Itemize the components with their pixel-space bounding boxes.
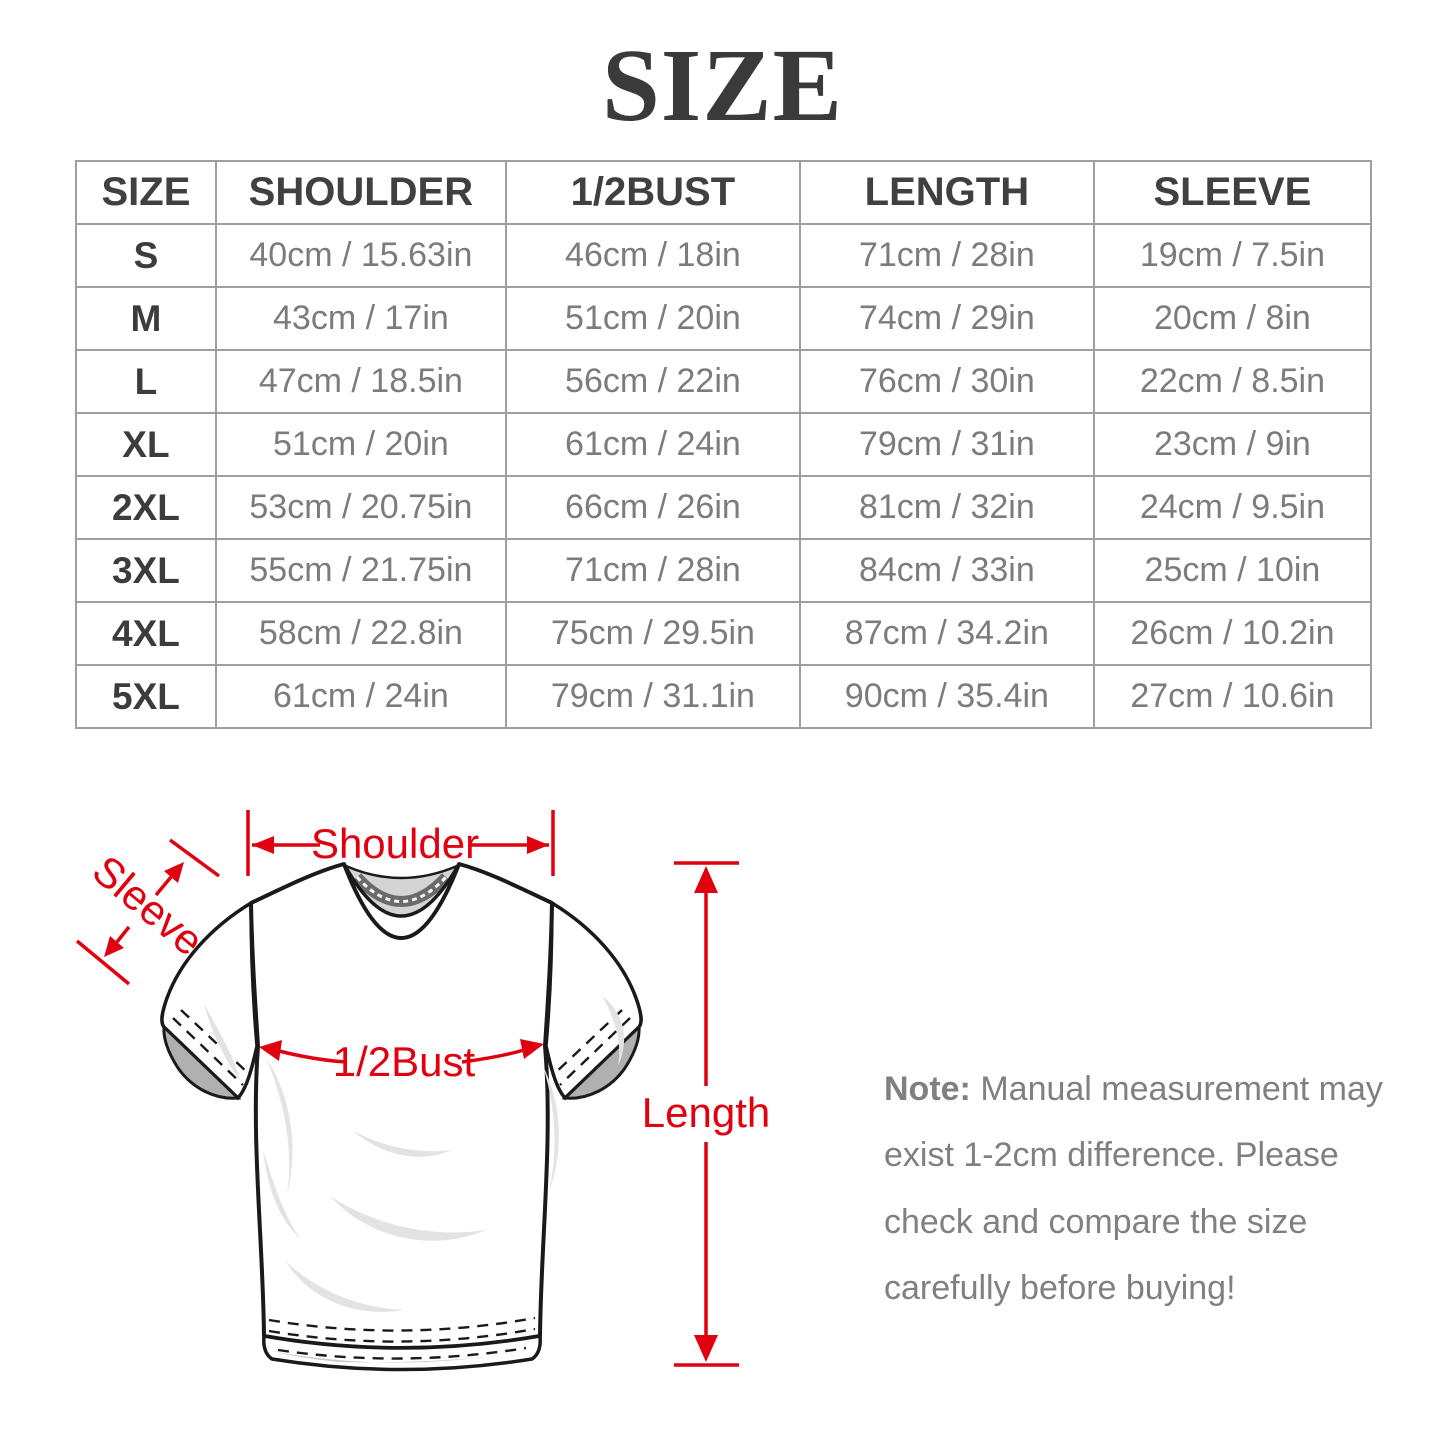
shoulder-cell: 40cm / 15.63in xyxy=(214,223,507,288)
bust-cell: 79cm / 31.1in xyxy=(504,664,801,729)
size-cell: L xyxy=(75,349,217,414)
size-cell: XL xyxy=(75,412,217,477)
bust-cell: 51cm / 20in xyxy=(504,286,801,351)
size-cell: S xyxy=(75,223,217,288)
length-cell: 81cm / 32in xyxy=(798,475,1095,540)
page-title: SIZE xyxy=(601,28,844,143)
shoulder-measure: Shoulder xyxy=(246,810,555,876)
note-label: Note: xyxy=(884,1070,971,1108)
shoulder-cell: 53cm / 20.75in xyxy=(214,475,507,540)
sleeve-cell: 24cm / 9.5in xyxy=(1092,475,1373,540)
shirt-body xyxy=(249,862,554,1350)
length-measure: Length xyxy=(642,861,770,1367)
length-label: Length xyxy=(642,1089,770,1136)
tshirt-drawing xyxy=(160,862,643,1372)
left-sleeve-stitching xyxy=(172,1009,250,1086)
right-sleeve-stitching xyxy=(553,1009,631,1086)
note-text: Note: Manual measurement may exist 1-2cm… xyxy=(884,1056,1404,1321)
column-header-size: SIZE xyxy=(75,160,217,225)
sleeve-measure: Sleeve xyxy=(75,838,221,986)
size-cell: 3XL xyxy=(75,538,217,603)
collar-band-inner-edge xyxy=(342,863,461,918)
note-body: Manual measurement may exist 1-2cm diffe… xyxy=(884,1070,1383,1307)
column-header-sleeve: SLEEVE xyxy=(1092,160,1373,225)
table-row-4xl: 4XL 58cm / 22.8in 75cm / 29.5in 87cm / 34.2… xyxy=(75,601,1373,666)
right-sleeve-inside xyxy=(561,1023,641,1100)
sleeve-cell: 23cm / 9in xyxy=(1092,412,1373,477)
bust-cell: 61cm / 24in xyxy=(504,412,801,477)
bust-cell: 75cm / 29.5in xyxy=(504,601,801,666)
shoulder-cell: 55cm / 21.75in xyxy=(214,538,507,603)
bust-measure: 1/2Bust xyxy=(259,1038,544,1085)
collar xyxy=(342,863,461,918)
column-header-shoulder: SHOULDER xyxy=(214,160,507,225)
sleeve-cell: 25cm / 10in xyxy=(1092,538,1373,603)
bust-cell: 46cm / 18in xyxy=(504,223,801,288)
length-cell: 87cm / 34.2in xyxy=(798,601,1095,666)
sleeve-cell: 20cm / 8in xyxy=(1092,286,1373,351)
table-row-s: S 40cm / 15.63in 46cm / 18in 71cm / 28in 19c… xyxy=(75,223,1373,288)
collar-back-stitch-dashes xyxy=(355,875,448,903)
shoulder-cell: 51cm / 20in xyxy=(214,412,507,477)
bust-label: 1/2Bust xyxy=(333,1038,476,1085)
table-row-3xl: 3XL 55cm / 21.75in 71cm / 28in 84cm / 33in 2… xyxy=(75,538,1373,603)
sleeve-label: Sleeve xyxy=(84,846,213,965)
sleeve-cell: 19cm / 7.5in xyxy=(1092,223,1373,288)
table-row-5xl: 5XL 61cm / 24in 79cm / 31.1in 90cm / 35.4in… xyxy=(75,664,1373,729)
header-row: SIZE SHOULDER 1/2BUST LENGTH SLEEVE xyxy=(75,160,1373,225)
bottom-hem xyxy=(262,1316,542,1372)
wrinkle-shading xyxy=(204,996,625,1312)
length-cell: 71cm / 28in xyxy=(798,223,1095,288)
bust-cell: 66cm / 26in xyxy=(504,475,801,540)
table-row-xl: XL 51cm / 20in 61cm / 24in 79cm / 31in 23cm … xyxy=(75,412,1373,477)
length-cell: 74cm / 29in xyxy=(798,286,1095,351)
shoulder-cell: 43cm / 17in xyxy=(214,286,507,351)
sleeve-cell: 22cm / 8.5in xyxy=(1092,349,1373,414)
shoulder-cell: 47cm / 18.5in xyxy=(214,349,507,414)
collar-back-neckline xyxy=(345,864,458,880)
column-header-length: LENGTH xyxy=(798,160,1095,225)
left-sleeve-inside xyxy=(162,1023,242,1100)
length-cell: 90cm / 35.4in xyxy=(798,664,1095,729)
shoulder-cell: 61cm / 24in xyxy=(214,664,507,729)
table-body: S 40cm / 15.63in 46cm / 18in 71cm / 28in 19c… xyxy=(75,223,1373,729)
size-cell: 2XL xyxy=(75,475,217,540)
hem-band-stitch xyxy=(277,1346,527,1360)
size-cell: 5XL xyxy=(75,664,217,729)
shoulder-label: Shoulder xyxy=(311,820,479,867)
length-cell: 79cm / 31in xyxy=(798,412,1095,477)
table-row-m: M 43cm / 17in 51cm / 20in 74cm / 29in 20cm /… xyxy=(75,286,1373,351)
bust-cell: 56cm / 22in xyxy=(504,349,801,414)
size-cell: M xyxy=(75,286,217,351)
bust-cell: 71cm / 28in xyxy=(504,538,801,603)
column-header-1-2bust: 1/2BUST xyxy=(504,160,801,225)
hem-stitching xyxy=(268,1316,536,1343)
sleeve-cell: 26cm / 10.2in xyxy=(1092,601,1373,666)
size-chart-table: SIZE SHOULDER 1/2BUST LENGTH SLEEVE S 40cm / … xyxy=(75,160,1373,729)
length-cell: 84cm / 33in xyxy=(798,538,1095,603)
shoulder-cell: 58cm / 22.8in xyxy=(214,601,507,666)
length-cell: 76cm / 30in xyxy=(798,349,1095,414)
sleeve-cell: 27cm / 10.6in xyxy=(1092,664,1373,729)
table-row-l: L 47cm / 18.5in 56cm / 22in 76cm / 30in 22cm… xyxy=(75,349,1373,414)
size-cell: 4XL xyxy=(75,601,217,666)
table-row-2xl: 2XL 53cm / 20.75in 66cm / 26in 81cm / 32in 2… xyxy=(75,475,1373,540)
table-header: SIZE SHOULDER 1/2BUST LENGTH SLEEVE xyxy=(75,160,1373,225)
